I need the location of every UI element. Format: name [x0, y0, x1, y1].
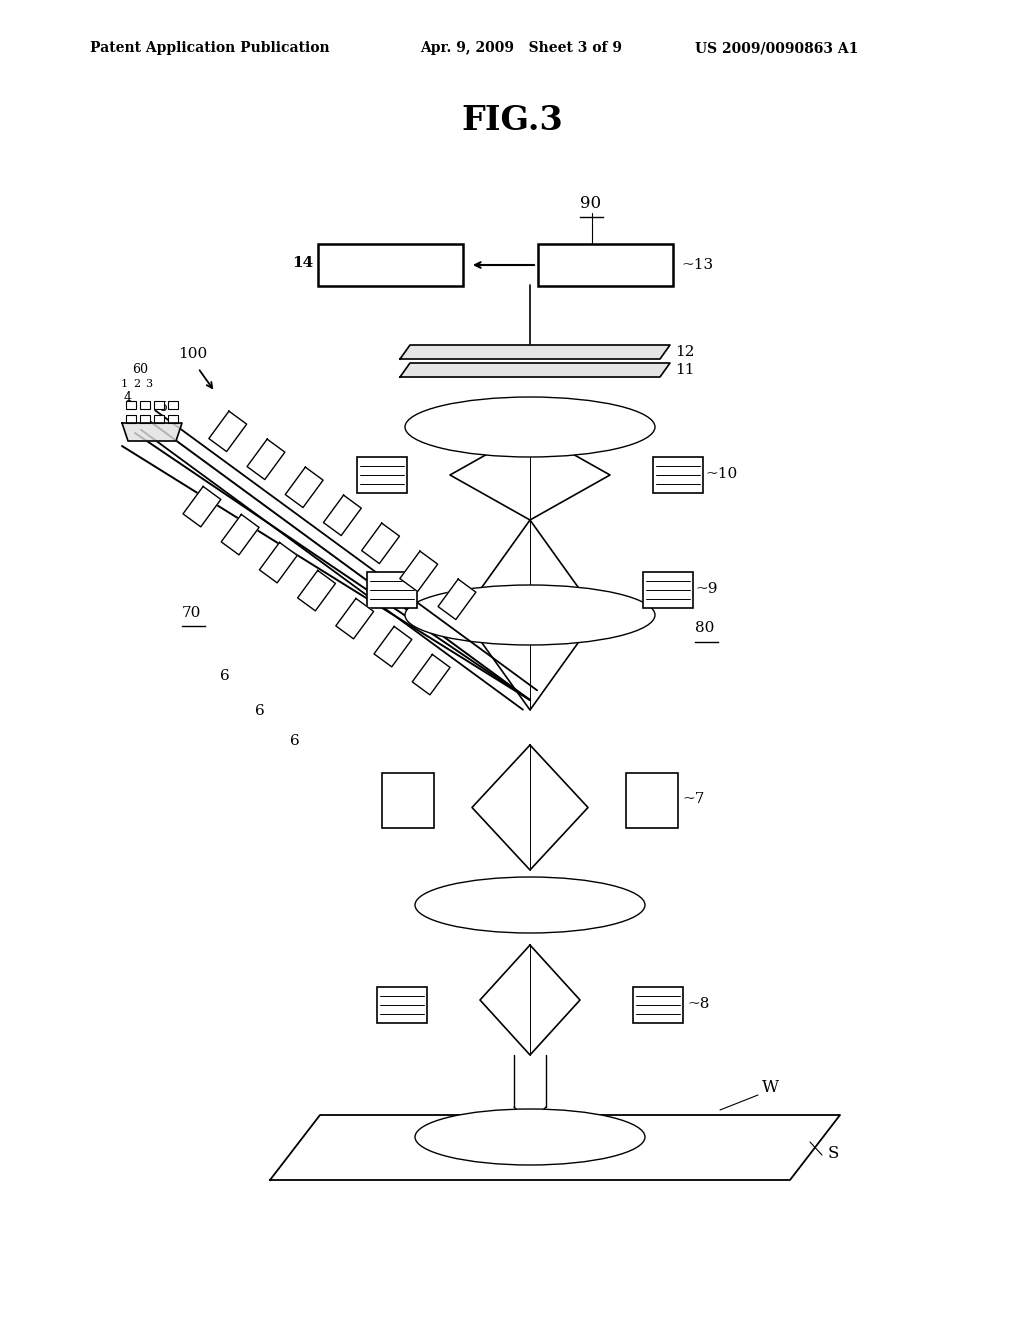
Ellipse shape — [415, 876, 645, 933]
Polygon shape — [400, 363, 670, 378]
Polygon shape — [221, 515, 259, 554]
Ellipse shape — [415, 1109, 645, 1166]
Text: 60: 60 — [132, 363, 148, 376]
Ellipse shape — [406, 585, 655, 645]
Text: Apr. 9, 2009   Sheet 3 of 9: Apr. 9, 2009 Sheet 3 of 9 — [420, 41, 622, 55]
Text: 5: 5 — [160, 401, 168, 414]
Bar — [126, 401, 136, 409]
Text: FIG.3: FIG.3 — [461, 103, 563, 136]
Bar — [367, 572, 417, 609]
Text: 4: 4 — [124, 391, 132, 404]
Text: 6: 6 — [220, 669, 229, 682]
Text: ~13: ~13 — [681, 257, 713, 272]
Polygon shape — [298, 570, 336, 611]
Text: 90: 90 — [580, 195, 601, 213]
Text: 2: 2 — [133, 379, 140, 389]
Polygon shape — [209, 411, 247, 451]
Polygon shape — [183, 487, 221, 527]
Bar — [140, 401, 150, 409]
Bar — [626, 772, 678, 828]
Text: 3: 3 — [145, 379, 153, 389]
Bar — [538, 244, 673, 286]
Text: 1: 1 — [121, 379, 128, 389]
Bar — [357, 457, 407, 492]
Text: 6: 6 — [255, 704, 265, 718]
Text: W: W — [762, 1078, 779, 1096]
Text: 11: 11 — [675, 363, 694, 378]
Polygon shape — [400, 345, 670, 359]
Bar — [168, 414, 178, 422]
Polygon shape — [399, 552, 437, 591]
Bar — [643, 572, 693, 609]
Text: ~8: ~8 — [687, 997, 710, 1011]
Text: 100: 100 — [178, 347, 207, 360]
Bar — [317, 244, 463, 286]
Bar — [377, 987, 427, 1023]
Polygon shape — [336, 598, 374, 639]
Text: 70: 70 — [182, 606, 202, 620]
Bar — [140, 414, 150, 422]
Text: ~9: ~9 — [695, 582, 718, 597]
Polygon shape — [438, 579, 476, 619]
Bar — [154, 401, 164, 409]
Polygon shape — [324, 495, 361, 536]
Polygon shape — [270, 1115, 840, 1180]
Text: 14: 14 — [292, 256, 313, 271]
Bar — [154, 414, 164, 422]
Polygon shape — [247, 440, 285, 479]
Text: ~10: ~10 — [705, 467, 737, 480]
Bar — [126, 414, 136, 422]
Bar — [633, 987, 683, 1023]
Text: ~7: ~7 — [682, 792, 705, 807]
Text: S: S — [828, 1144, 840, 1162]
Text: 12: 12 — [675, 345, 694, 359]
Bar — [382, 772, 434, 828]
Text: US 2009/0090863 A1: US 2009/0090863 A1 — [695, 41, 858, 55]
Ellipse shape — [406, 397, 655, 457]
Polygon shape — [259, 543, 297, 583]
Polygon shape — [286, 467, 324, 508]
Text: 6: 6 — [290, 734, 300, 748]
Text: Patent Application Publication: Patent Application Publication — [90, 41, 330, 55]
Bar — [653, 457, 703, 492]
Polygon shape — [374, 627, 412, 667]
Text: 80: 80 — [695, 620, 715, 635]
Polygon shape — [122, 422, 182, 441]
Polygon shape — [361, 523, 399, 564]
Polygon shape — [413, 655, 451, 694]
Bar — [168, 401, 178, 409]
